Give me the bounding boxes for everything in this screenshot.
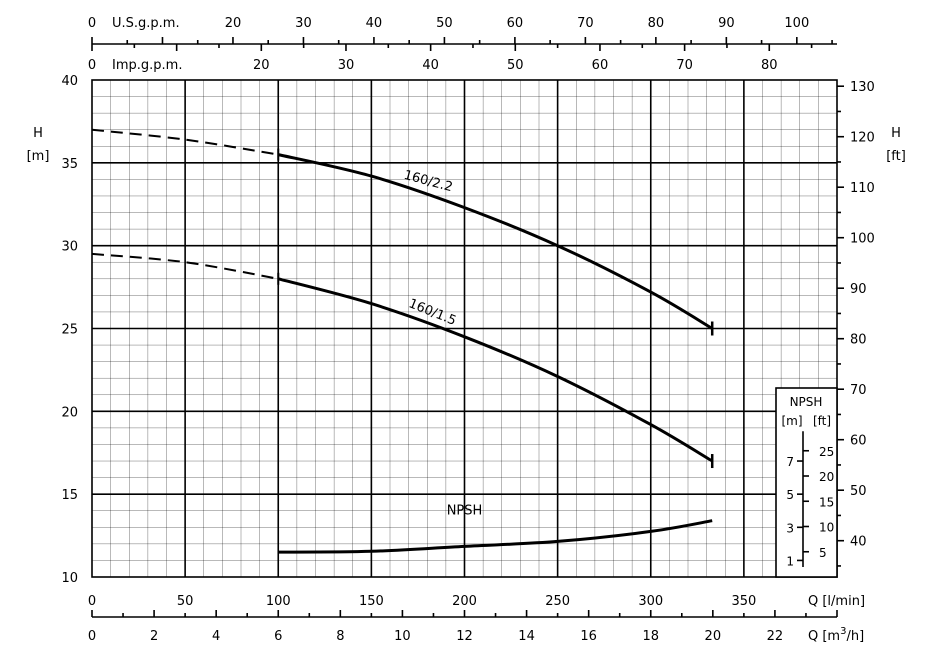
npsh-ft-tick-label: 10 xyxy=(819,521,834,535)
us-gpm-tick-label: 90 xyxy=(718,16,735,31)
q-m3h-tick-label: 10 xyxy=(394,629,411,644)
h-m-tick-label: 25 xyxy=(61,323,78,338)
bottom-flow-scales: 0 50 100 150 200 250 300 350 Q [l/min] 0 2 4 6 8 10 12 1… xyxy=(88,594,865,644)
h-ft-tick-label: 80 xyxy=(850,333,867,348)
h-ft-tick-label: 90 xyxy=(850,282,867,297)
npsh-inset-unit-m: [m] xyxy=(781,414,802,428)
us-gpm-tick-label: 70 xyxy=(577,16,594,31)
h-m-tick-label: 40 xyxy=(61,74,78,89)
npsh-m-tick-label: 5 xyxy=(786,488,794,502)
npsh-m-tick-label: 1 xyxy=(786,554,794,568)
q-m3h-tick-label: 14 xyxy=(518,629,535,644)
imp-gpm-tick-label: 0 xyxy=(88,58,96,73)
q-lmin-tick-label: 50 xyxy=(177,594,194,609)
h-ft-tick-label: 50 xyxy=(850,484,867,499)
h-ft-tick-label: 70 xyxy=(850,383,867,398)
q-m3h-tick-label: 16 xyxy=(580,629,597,644)
imp-gpm-tick-label: 30 xyxy=(338,58,355,73)
series-160-2-2-dashed-line xyxy=(91,128,279,156)
imp-gpm-tick-label: 70 xyxy=(676,58,693,73)
series-npsh-line xyxy=(278,519,713,554)
imp-gpm-tick-label: 60 xyxy=(592,58,609,73)
series-160-2-2-line xyxy=(277,153,713,330)
series-160-1-5-line xyxy=(277,277,713,463)
top-flow-scales: 0 20 30 40 50 60 70 80 90 100 U.S.g.p.m. 0 20 30 40 50 6… xyxy=(88,16,837,73)
npsh-inset-box xyxy=(775,387,838,578)
npsh-ft-tick-label: 5 xyxy=(819,546,827,560)
head-axis-ft: 40 50 60 70 80 90 100 110 120 130 H [ft] xyxy=(837,80,906,567)
q-m3h-tick-label: 8 xyxy=(336,629,344,644)
q-m3h-tick-label: 22 xyxy=(767,629,784,644)
h-m-axis-label: H xyxy=(33,126,43,141)
q-lmin-tick-label: 300 xyxy=(638,594,663,609)
h-ft-tick-label: 100 xyxy=(850,232,875,247)
us-gpm-tick-label: 20 xyxy=(225,16,242,31)
us-gpm-tick-label: 40 xyxy=(366,16,383,31)
q-lmin-tick-label: 250 xyxy=(545,594,570,609)
h-m-axis-unit: [m] xyxy=(27,149,50,164)
plot-frame xyxy=(91,79,838,578)
h-ft-tick-label: 110 xyxy=(850,181,875,196)
imp-gpm-tick-label: 40 xyxy=(422,58,439,73)
npsh-inset-title: NPSH xyxy=(790,395,823,409)
q-lmin-tick-label: 350 xyxy=(731,594,756,609)
q-m3h-tick-label: 6 xyxy=(274,629,282,644)
h-ft-axis-label: H xyxy=(891,126,901,141)
imp-gpm-tick-label: 80 xyxy=(761,58,778,73)
imp-gpm-tick-label: 20 xyxy=(253,58,270,73)
q-m3h-axis-label: Q [m3/h] xyxy=(808,626,864,644)
q-m3h-tick-label: 18 xyxy=(642,629,659,644)
us-gpm-tick-label: 60 xyxy=(507,16,524,31)
npsh-ft-tick-label: 20 xyxy=(819,470,834,484)
h-ft-tick-label: 60 xyxy=(850,434,867,449)
npsh-inset-scale: NPSH [m] [ft] 1 3 5 7 5 10 15 20 25 xyxy=(775,387,838,578)
us-gpm-axis-label: U.S.g.p.m. xyxy=(112,16,180,31)
npsh-ft-tick-label: 25 xyxy=(819,445,834,459)
h-m-tick-label: 20 xyxy=(61,405,78,420)
q-lmin-tick-label: 200 xyxy=(452,594,477,609)
us-gpm-tick-label: 50 xyxy=(436,16,453,31)
h-ft-tick-label: 40 xyxy=(850,535,867,550)
h-ft-tick-label: 120 xyxy=(850,131,875,146)
series-160-2-2-label: 160/2.2 xyxy=(402,168,454,195)
q-m3h-tick-label: 2 xyxy=(150,629,158,644)
q-lmin-tick-label: 0 xyxy=(88,594,96,609)
us-gpm-tick-label: 100 xyxy=(784,16,809,31)
series-160-1-5-dashed-line xyxy=(91,252,279,280)
h-ft-axis-unit: [ft] xyxy=(886,149,906,164)
q-lmin-tick-label: 150 xyxy=(359,594,384,609)
h-ft-tick-label: 130 xyxy=(850,80,875,95)
h-m-tick-label: 15 xyxy=(61,488,78,503)
plot-border xyxy=(91,79,838,578)
npsh-m-tick-label: 3 xyxy=(786,521,794,535)
q-lmin-axis-label: Q [l/min] xyxy=(808,594,865,609)
h-m-tick-label: 30 xyxy=(61,240,78,255)
us-gpm-tick-label: 80 xyxy=(648,16,665,31)
q-m3h-tick-label: 20 xyxy=(705,629,722,644)
series-npsh-label: NPSH xyxy=(447,503,483,518)
q-lmin-tick-label: 100 xyxy=(266,594,291,609)
us-gpm-tick-label: 0 xyxy=(88,16,96,31)
us-gpm-tick-label: 30 xyxy=(295,16,312,31)
head-axis-m: 10 15 20 25 30 35 40 H [m] xyxy=(27,74,78,586)
q-m3h-tick-label: 0 xyxy=(88,629,96,644)
imp-gpm-axis-label: Imp.g.p.m. xyxy=(112,58,182,73)
npsh-ft-tick-label: 15 xyxy=(819,495,834,509)
q-m3h-tick-label: 4 xyxy=(212,629,220,644)
h-m-tick-label: 35 xyxy=(61,157,78,172)
h-m-tick-label: 10 xyxy=(61,571,78,586)
npsh-m-tick-label: 7 xyxy=(786,455,794,469)
imp-gpm-tick-label: 50 xyxy=(507,58,524,73)
npsh-inset-unit-ft: [ft] xyxy=(813,414,831,428)
q-m3h-tick-label: 12 xyxy=(456,629,473,644)
